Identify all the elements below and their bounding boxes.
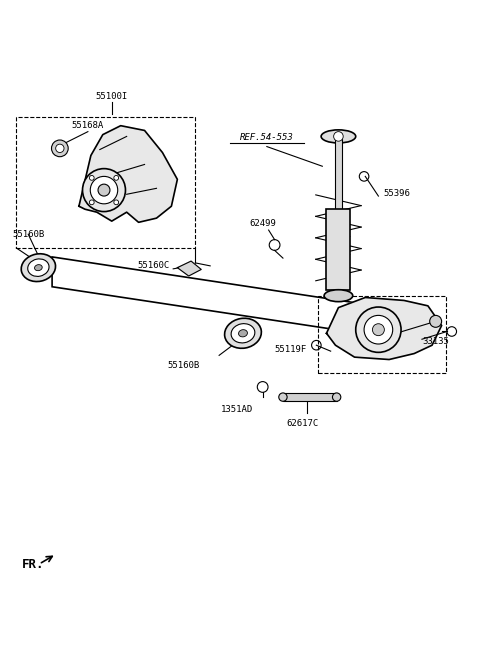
Circle shape bbox=[279, 393, 287, 401]
Text: 55168A: 55168A bbox=[362, 331, 395, 340]
Ellipse shape bbox=[21, 254, 56, 282]
Ellipse shape bbox=[321, 130, 356, 143]
Ellipse shape bbox=[28, 259, 49, 277]
Circle shape bbox=[114, 175, 119, 180]
Polygon shape bbox=[52, 257, 407, 340]
Text: 55160B: 55160B bbox=[167, 361, 200, 371]
Circle shape bbox=[90, 176, 118, 204]
Circle shape bbox=[114, 200, 119, 205]
Text: 55100I: 55100I bbox=[96, 91, 128, 101]
Text: 55119F: 55119F bbox=[275, 344, 307, 353]
Text: 62499: 62499 bbox=[249, 219, 276, 228]
Circle shape bbox=[89, 175, 94, 180]
Polygon shape bbox=[326, 209, 350, 290]
Text: 62617C: 62617C bbox=[287, 419, 319, 428]
Circle shape bbox=[333, 393, 341, 401]
Ellipse shape bbox=[324, 290, 353, 302]
Circle shape bbox=[83, 169, 125, 212]
Text: 33135: 33135 bbox=[422, 337, 449, 346]
Text: 55168A: 55168A bbox=[72, 122, 104, 131]
Text: 55396: 55396 bbox=[383, 189, 410, 198]
Ellipse shape bbox=[35, 265, 42, 271]
Circle shape bbox=[56, 144, 64, 152]
Text: 1351AD: 1351AD bbox=[221, 405, 253, 414]
Polygon shape bbox=[178, 261, 201, 276]
Text: 55160B: 55160B bbox=[12, 230, 44, 238]
Polygon shape bbox=[283, 393, 336, 401]
Circle shape bbox=[356, 307, 401, 352]
Circle shape bbox=[89, 200, 94, 205]
Circle shape bbox=[430, 315, 442, 327]
Text: 55160C: 55160C bbox=[137, 261, 169, 270]
Circle shape bbox=[364, 315, 393, 344]
Polygon shape bbox=[335, 139, 342, 218]
Circle shape bbox=[98, 184, 110, 196]
Polygon shape bbox=[79, 125, 178, 222]
Circle shape bbox=[334, 131, 343, 141]
Text: FR.: FR. bbox=[22, 558, 45, 571]
Text: REF.54-553: REF.54-553 bbox=[240, 133, 294, 143]
Ellipse shape bbox=[231, 324, 255, 343]
Ellipse shape bbox=[225, 318, 262, 348]
Ellipse shape bbox=[239, 330, 247, 337]
Polygon shape bbox=[326, 298, 442, 359]
Circle shape bbox=[372, 324, 384, 336]
Circle shape bbox=[51, 140, 68, 157]
